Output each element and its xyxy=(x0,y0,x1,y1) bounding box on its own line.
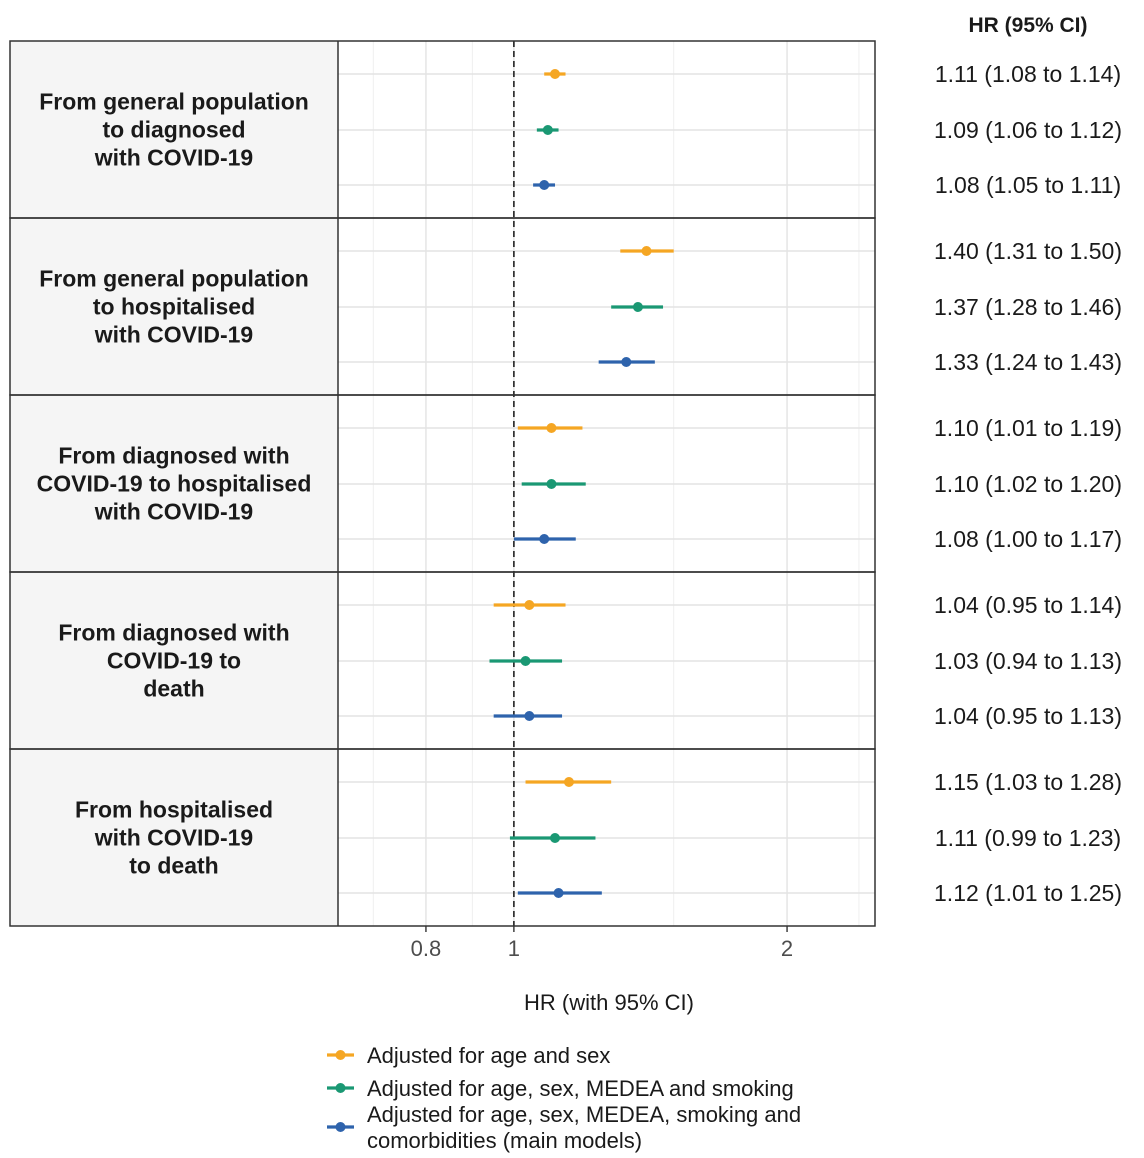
x-tick-label: 0.8 xyxy=(411,936,442,961)
legend-label-line: comorbidities (main models) xyxy=(367,1128,642,1153)
hr-point xyxy=(546,423,557,433)
panel-label: From general population to diagnosed with … xyxy=(39,89,309,171)
hr-ci-text: 1.10 (1.01 to 1.19) xyxy=(934,415,1122,441)
panel-label-line: with COVID-19 xyxy=(94,499,253,525)
panel-label: From diagnosed with COVID-19 to hospitali… xyxy=(37,443,312,525)
hr-ci-text: 1.04 (0.95 to 1.13) xyxy=(934,703,1122,729)
legend-label: Adjusted for age, sex, MEDEA, smoking an… xyxy=(367,1102,801,1153)
panel-strip-bg xyxy=(10,41,338,218)
panel-label: From general population to hospitalised wi… xyxy=(39,266,309,348)
legend-key-point xyxy=(335,1122,346,1132)
legend-label-line: Adjusted for age, sex, MEDEA and smoking xyxy=(367,1076,794,1101)
panel-label-line: COVID-19 to hospitalised xyxy=(37,471,312,497)
panel-label-line: From diagnosed with xyxy=(58,620,289,646)
hr-point xyxy=(641,246,652,256)
x-axis-title: HR (with 95% CI) xyxy=(524,990,694,1015)
x-tick-label: 1 xyxy=(508,936,520,961)
hr-point xyxy=(621,357,632,367)
hr-point xyxy=(539,534,550,544)
text-layer: From general population to diagnosed with … xyxy=(37,61,1122,906)
panel-label-line: with COVID-19 xyxy=(94,322,253,348)
panel-strip-bg xyxy=(10,749,338,926)
hr-point xyxy=(546,479,557,489)
legend-label: Adjusted for age and sex xyxy=(367,1043,610,1068)
panel-label-line: with COVID-19 xyxy=(94,145,253,171)
hr-point xyxy=(553,888,564,898)
hr-ci-text: 1.11 (0.99 to 1.23) xyxy=(935,825,1121,851)
marks-layer xyxy=(489,41,674,926)
legend-key-point xyxy=(335,1050,346,1060)
hr-ci-text: 1.11 (1.08 to 1.14) xyxy=(935,61,1121,87)
panel-label-line: From diagnosed with xyxy=(58,443,289,469)
panel-label-line: death xyxy=(143,676,204,702)
x-axis: 0.8 1 2 xyxy=(411,926,793,961)
grid-layer xyxy=(10,41,875,926)
panel-label-line: COVID-19 to xyxy=(107,648,241,674)
panel-label: From diagnosed with COVID-19 to death xyxy=(58,620,289,702)
legend-label-line: Adjusted for age and sex xyxy=(367,1043,610,1068)
hr-ci-text: 1.03 (0.94 to 1.13) xyxy=(934,648,1122,674)
hr-column-header: HR (95% CI) xyxy=(968,14,1087,37)
hr-ci-text: 1.10 (1.02 to 1.20) xyxy=(934,471,1122,497)
hr-ci-text: 1.08 (1.00 to 1.17) xyxy=(934,526,1122,552)
hr-ci-text: 1.15 (1.03 to 1.28) xyxy=(934,769,1122,795)
legend: Adjusted for age and sex Adjusted for age… xyxy=(327,1043,801,1153)
hr-ci-text: 1.12 (1.01 to 1.25) xyxy=(934,880,1122,906)
panel-strip-bg xyxy=(10,218,338,395)
hr-point xyxy=(539,180,550,190)
panel-label-line: From general population xyxy=(39,89,309,115)
legend-label-line: Adjusted for age, sex, MEDEA, smoking an… xyxy=(367,1102,801,1127)
hr-point xyxy=(520,656,531,666)
hr-point xyxy=(524,600,535,610)
hr-point xyxy=(550,69,561,79)
hr-ci-text: 1.33 (1.24 to 1.43) xyxy=(934,349,1122,375)
panel-label-line: with COVID-19 xyxy=(94,825,253,851)
hr-ci-text: 1.40 (1.31 to 1.50) xyxy=(934,238,1122,264)
frame-layer xyxy=(9,40,876,927)
x-tick-label: 2 xyxy=(781,936,793,961)
hr-point xyxy=(524,711,535,721)
panel-label-line: From general population xyxy=(39,266,309,292)
panel-strip-bg xyxy=(10,395,338,572)
legend-key-point xyxy=(335,1083,346,1093)
panel-label-line: From hospitalised xyxy=(75,797,273,823)
legend-label: Adjusted for age, sex, MEDEA and smoking xyxy=(367,1076,794,1101)
hr-point xyxy=(550,833,561,843)
panel-border xyxy=(9,748,876,927)
hr-ci-text: 1.04 (0.95 to 1.14) xyxy=(934,592,1122,618)
hr-ci-text: 1.08 (1.05 to 1.11) xyxy=(935,172,1121,198)
hr-ci-text: 1.37 (1.28 to 1.46) xyxy=(934,294,1122,320)
panel-label-line: to diagnosed xyxy=(102,117,245,143)
hr-point xyxy=(563,777,574,787)
panel-label: From hospitalised with COVID-19 to death xyxy=(75,797,273,879)
panel-label-line: to hospitalised xyxy=(93,294,255,320)
hr-point xyxy=(632,302,643,312)
hr-point xyxy=(542,125,553,135)
panel-strip-bg xyxy=(10,572,338,749)
panel-label-line: to death xyxy=(129,853,218,879)
hr-ci-text: 1.09 (1.06 to 1.12) xyxy=(934,117,1122,143)
